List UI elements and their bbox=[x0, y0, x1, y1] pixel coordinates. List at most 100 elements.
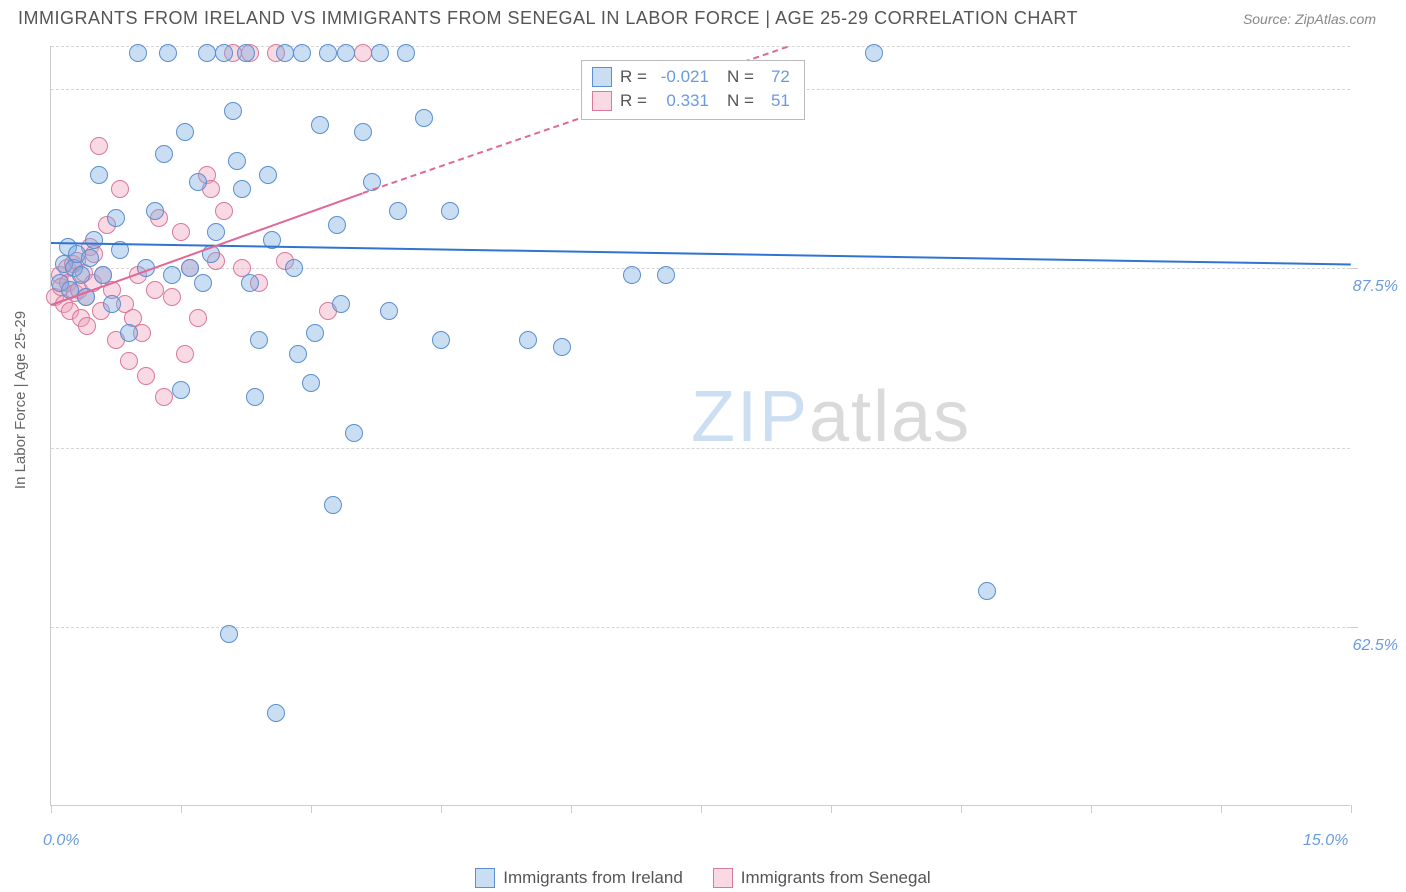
legend-row: R =0.331N =51 bbox=[592, 89, 790, 113]
scatter-point bbox=[371, 44, 389, 62]
scatter-point bbox=[181, 259, 199, 277]
scatter-chart: ZIPatlas 62.5%87.5%0.0%15.0%R =-0.021N =… bbox=[50, 46, 1350, 806]
x-tick bbox=[1351, 805, 1352, 813]
swatch-senegal bbox=[713, 868, 733, 888]
swatch bbox=[592, 91, 612, 111]
scatter-point bbox=[163, 266, 181, 284]
scatter-point bbox=[319, 44, 337, 62]
legend-r-value: -0.021 bbox=[655, 67, 709, 87]
source-attribution: Source: ZipAtlas.com bbox=[1243, 11, 1386, 27]
x-tick-label: 15.0% bbox=[1303, 832, 1348, 863]
scatter-point bbox=[302, 374, 320, 392]
scatter-point bbox=[311, 116, 329, 134]
scatter-point bbox=[103, 295, 121, 313]
legend-label-senegal: Immigrants from Senegal bbox=[741, 868, 931, 888]
scatter-point bbox=[237, 44, 255, 62]
legend-r-label: R = bbox=[620, 91, 647, 111]
scatter-point bbox=[519, 331, 537, 349]
x-tick bbox=[441, 805, 442, 813]
scatter-point bbox=[90, 166, 108, 184]
y-axis-label: In Labor Force | Age 25-29 bbox=[12, 311, 29, 489]
legend-n-label: N = bbox=[727, 67, 754, 87]
swatch-ireland bbox=[475, 868, 495, 888]
y-tick bbox=[1350, 627, 1358, 628]
scatter-point bbox=[72, 266, 90, 284]
legend-row: R = -0.021 N = 72 bbox=[592, 65, 790, 89]
bottom-legend: Immigrants from Ireland Immigrants from … bbox=[0, 868, 1406, 888]
scatter-point bbox=[228, 152, 246, 170]
scatter-point bbox=[324, 496, 342, 514]
scatter-point bbox=[215, 44, 233, 62]
scatter-point bbox=[90, 137, 108, 155]
x-tick-label: 0.0% bbox=[43, 832, 79, 863]
scatter-point bbox=[285, 259, 303, 277]
scatter-point bbox=[293, 44, 311, 62]
legend-item-ireland: Immigrants from Ireland bbox=[475, 868, 683, 888]
legend-item-senegal: Immigrants from Senegal bbox=[713, 868, 931, 888]
scatter-point bbox=[207, 223, 225, 241]
x-tick bbox=[311, 805, 312, 813]
scatter-point bbox=[354, 123, 372, 141]
scatter-point bbox=[176, 123, 194, 141]
scatter-point bbox=[259, 166, 277, 184]
gridline-horizontal bbox=[51, 627, 1350, 628]
scatter-point bbox=[337, 44, 355, 62]
scatter-point bbox=[81, 249, 99, 267]
scatter-point bbox=[176, 345, 194, 363]
scatter-point bbox=[194, 274, 212, 292]
x-tick bbox=[831, 805, 832, 813]
scatter-point bbox=[198, 44, 216, 62]
scatter-point bbox=[978, 582, 996, 600]
scatter-point bbox=[129, 44, 147, 62]
scatter-point bbox=[146, 202, 164, 220]
scatter-point bbox=[78, 317, 96, 335]
scatter-point bbox=[332, 295, 350, 313]
scatter-point bbox=[155, 145, 173, 163]
x-tick bbox=[571, 805, 572, 813]
chart-title: IMMIGRANTS FROM IRELAND VS IMMIGRANTS FR… bbox=[18, 8, 1078, 29]
scatter-point bbox=[189, 309, 207, 327]
swatch bbox=[592, 67, 612, 87]
scatter-point bbox=[380, 302, 398, 320]
scatter-point bbox=[137, 367, 155, 385]
scatter-point bbox=[172, 381, 190, 399]
x-tick bbox=[51, 805, 52, 813]
scatter-point bbox=[85, 231, 103, 249]
scatter-point bbox=[289, 345, 307, 363]
scatter-point bbox=[553, 338, 571, 356]
scatter-point bbox=[267, 704, 285, 722]
watermark: ZIPatlas bbox=[691, 376, 971, 458]
scatter-point bbox=[389, 202, 407, 220]
scatter-point bbox=[146, 281, 164, 299]
scatter-point bbox=[623, 266, 641, 284]
watermark-zip: ZIP bbox=[691, 377, 809, 457]
legend-r-label: R = bbox=[620, 67, 647, 87]
scatter-point bbox=[215, 202, 233, 220]
correlation-legend: R =-0.021N =72R =0.331N =51 bbox=[581, 60, 805, 120]
x-tick bbox=[1221, 805, 1222, 813]
scatter-point bbox=[224, 102, 242, 120]
y-tick bbox=[1350, 268, 1358, 269]
legend-n-label: N = bbox=[727, 91, 754, 111]
scatter-point bbox=[155, 388, 173, 406]
scatter-point bbox=[111, 180, 129, 198]
y-tick-label: 62.5% bbox=[1353, 637, 1398, 655]
scatter-point bbox=[159, 44, 177, 62]
scatter-point bbox=[250, 331, 268, 349]
legend-n-value: 72 bbox=[762, 67, 790, 87]
gridline-horizontal bbox=[51, 448, 1350, 449]
scatter-point bbox=[415, 109, 433, 127]
y-tick-label: 87.5% bbox=[1353, 278, 1398, 296]
legend-n-value: 51 bbox=[762, 91, 790, 111]
x-tick bbox=[1091, 805, 1092, 813]
scatter-point bbox=[163, 288, 181, 306]
scatter-point bbox=[354, 44, 372, 62]
scatter-point bbox=[120, 324, 138, 342]
x-tick bbox=[181, 805, 182, 813]
scatter-point bbox=[276, 44, 294, 62]
scatter-point bbox=[328, 216, 346, 234]
scatter-point bbox=[246, 388, 264, 406]
scatter-point bbox=[345, 424, 363, 442]
scatter-point bbox=[220, 625, 238, 643]
x-tick bbox=[701, 805, 702, 813]
